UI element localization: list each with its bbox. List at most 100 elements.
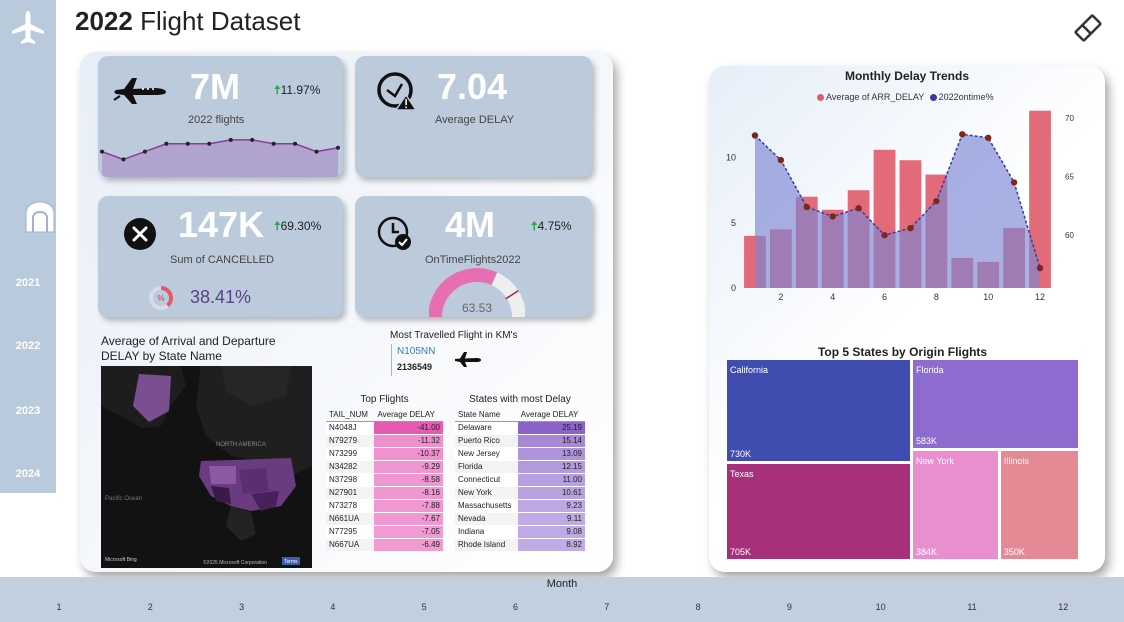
table-row[interactable]: N77295 -7.05: [326, 525, 443, 539]
table-cell-name: N73299: [326, 447, 375, 461]
cancelled-rate: 38.41%: [190, 287, 252, 307]
ontime-point: [855, 205, 862, 212]
month-option[interactable]: 8: [695, 602, 701, 612]
airplane-icon: [455, 352, 481, 367]
cancelled-value: 147K: [178, 204, 265, 245]
treemap-tile[interactable]: Florida 583K: [913, 360, 1078, 449]
ontime-point: [959, 131, 966, 138]
percent-donut-icon: %: [149, 286, 173, 310]
month-option[interactable]: 1: [56, 602, 62, 612]
table-row[interactable]: N73278 -7.88: [326, 499, 443, 513]
month-slicer-title: Month: [546, 578, 578, 590]
delay-by-state-map[interactable]: NORTH AMERICA Pacific Ocean Microsoft Bi…: [101, 366, 312, 568]
map-title: Average of Arrival and Departure DELAY b…: [101, 334, 276, 363]
table-row[interactable]: N34282 -9.29: [326, 460, 443, 474]
month-option[interactable]: 10: [875, 602, 886, 612]
table-row[interactable]: New York 10.61: [455, 486, 585, 500]
table-row[interactable]: Indiana 9.08: [455, 525, 585, 539]
table-cell-name: Rhode Island: [455, 538, 518, 552]
ontime-change-value: 4.75%: [537, 219, 572, 233]
table-cell-name: New Jersey: [455, 447, 518, 461]
table-cell-name: Connecticut: [455, 473, 518, 487]
sparkline-point: [228, 137, 233, 142]
delay-label: Average DELAY: [435, 114, 515, 126]
table-row[interactable]: Rhode Island 8.92: [455, 538, 585, 552]
year-2021-button[interactable]: 2021: [15, 277, 41, 289]
arrow-up-icon: 🠅: [274, 83, 281, 97]
state-delay-title: States with most Delay: [469, 394, 571, 405]
treemap-tile[interactable]: Texas 705K: [727, 464, 911, 559]
clock-warning-icon: [377, 72, 418, 111]
gauge-value: 63.53: [461, 301, 493, 315]
treemap-tile-label: New York: [916, 456, 955, 467]
year-2022-button[interactable]: 2022: [15, 340, 41, 352]
table-row[interactable]: Florida 12.15: [455, 460, 585, 474]
table-cell-value: -8.16: [374, 486, 443, 500]
table-row[interactable]: Nevada 9.11: [455, 512, 585, 526]
table-row[interactable]: Delaware 25.19: [455, 421, 585, 435]
arrow-up-icon: 🠅: [274, 219, 281, 233]
month-option[interactable]: 6: [512, 602, 518, 612]
treemap-tile[interactable]: Illinois 350K: [1000, 451, 1078, 559]
col-header-tail[interactable]: TAIL_NUM: [326, 408, 375, 422]
ontime-gauge: [429, 268, 525, 317]
ontime-point: [985, 134, 992, 142]
col-header-delay[interactable]: Average DELAY: [517, 408, 585, 422]
table-row[interactable]: N661UA -7.67: [326, 512, 443, 526]
table-cell-value: -41.00: [374, 421, 443, 435]
month-option[interactable]: 3: [239, 602, 245, 612]
sparkline-point: [293, 141, 298, 146]
sparkline-point: [336, 145, 340, 150]
year-2023-button[interactable]: 2023: [15, 405, 41, 417]
month-option[interactable]: 12: [1058, 602, 1069, 612]
table-cell-name: Florida: [455, 460, 518, 474]
map-label-north-america: NORTH AMERICA: [216, 442, 266, 448]
table-row[interactable]: N79279 -11.32: [326, 434, 443, 448]
top-states-title: Top 5 States by Origin Flights: [817, 345, 988, 359]
month-option[interactable]: 5: [421, 602, 427, 612]
treemap-tile[interactable]: California 730K: [727, 360, 911, 462]
table-cell-name: N667UA: [326, 538, 375, 552]
table-row[interactable]: N73299 -10.37: [326, 447, 443, 461]
month-option[interactable]: 11: [967, 602, 977, 612]
month-option[interactable]: 7: [604, 602, 610, 612]
treemap-tile[interactable]: New York 384K: [913, 451, 998, 559]
table-row[interactable]: Massachusetts 9.23: [455, 499, 585, 513]
table-row[interactable]: N667UA -6.49: [326, 538, 443, 552]
y2-tick-label: 70: [1065, 114, 1074, 123]
table-row[interactable]: Connecticut 11.00: [455, 473, 585, 487]
x-tick-label: 12: [1035, 292, 1045, 302]
hangar-icon[interactable]: [24, 200, 56, 234]
col-header-state[interactable]: State Name: [455, 408, 518, 422]
month-option[interactable]: 4: [330, 602, 336, 612]
eraser-icon[interactable]: [1072, 12, 1104, 44]
year-2024-button[interactable]: 2024: [15, 468, 41, 480]
month-option[interactable]: 2: [147, 602, 153, 612]
top-flights-table: TAIL_NUM Average DELAY N4048J -41.00 N7927…: [326, 408, 443, 552]
table-cell-value: 9.11: [517, 512, 585, 526]
sparkline-point: [314, 149, 319, 154]
table-cell-value: 9.23: [517, 499, 585, 513]
delay-trends-title: Monthly Delay Trends: [844, 69, 970, 83]
most-travelled-km: 2136549: [397, 362, 433, 372]
ontime-point: [777, 156, 785, 164]
airplane-icon[interactable]: [8, 8, 48, 48]
table-cell-name: N79279: [326, 434, 375, 448]
table-cell-name: N27901: [326, 486, 375, 500]
col-header-delay[interactable]: Average DELAY: [374, 408, 443, 422]
table-cell-value: 11.00: [517, 473, 585, 487]
table-row[interactable]: N27901 -8.16: [326, 486, 443, 500]
map-terms-link[interactable]: Terms: [284, 559, 298, 565]
delay-kpi-card: 7.04 Average DELAY: [355, 56, 592, 177]
map-attribution-bing: Microsoft Bing: [105, 557, 137, 563]
map-attribution-corp: ©2025 Microsoft Corporation: [203, 559, 267, 566]
month-option[interactable]: 9: [786, 602, 792, 612]
table-row[interactable]: N4048J -41.00: [326, 421, 443, 435]
table-cell-name: N4048J: [326, 421, 375, 435]
delay-trends-chart[interactable]: 0 5 10 60 65 70 2 4 6 8 10 12: [709, 100, 1105, 302]
table-cell-name: Massachusetts: [455, 499, 518, 513]
table-row[interactable]: New Jersey 13.09: [455, 447, 585, 461]
table-row[interactable]: N37298 -8.58: [326, 473, 443, 487]
table-row[interactable]: Puerto Rico 15.14: [455, 434, 585, 448]
